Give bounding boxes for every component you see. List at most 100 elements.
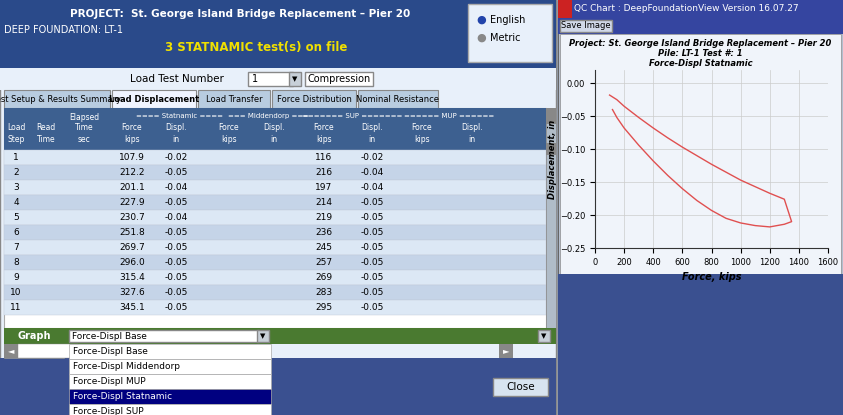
Text: 236: 236	[315, 228, 332, 237]
Bar	[69, 330, 259, 342]
Bar	[4, 195, 546, 210]
Text: Displ.: Displ.	[461, 124, 483, 132]
Text: kips: kips	[316, 136, 332, 144]
Bar	[198, 90, 270, 108]
Text: -0.05: -0.05	[164, 288, 188, 297]
Bar	[494, 330, 542, 342]
Text: PROJECT:  St. George Island Bridge Replacement – Pier 20: PROJECT: St. George Island Bridge Replac…	[70, 9, 411, 19]
Text: Force-Displ Statnamic: Force-Displ Statnamic	[648, 59, 752, 68]
Text: 219: 219	[315, 213, 332, 222]
Text: -0.05: -0.05	[360, 243, 384, 252]
Bar	[560, 34, 841, 274]
Bar	[69, 374, 271, 389]
Text: 1: 1	[252, 74, 258, 84]
Text: 6: 6	[13, 228, 19, 237]
Bar	[0, 0, 556, 415]
Text: Force: Force	[121, 124, 142, 132]
Text: ▼: ▼	[260, 333, 266, 339]
Text: Save Image: Save Image	[561, 22, 611, 30]
Text: 2: 2	[13, 168, 19, 177]
Text: -0.05: -0.05	[360, 288, 384, 297]
Text: 345.1: 345.1	[119, 303, 145, 312]
Text: 216: 216	[315, 168, 332, 177]
Bar	[493, 378, 548, 395]
Bar	[257, 330, 269, 342]
Text: Time: Time	[75, 124, 94, 132]
Text: 296.0: 296.0	[119, 258, 145, 267]
Text: Displ.: Displ.	[361, 124, 383, 132]
Bar	[546, 108, 556, 328]
Bar	[4, 255, 546, 270]
Text: Metric: Metric	[490, 33, 520, 43]
Bar	[112, 90, 196, 108]
Bar	[4, 270, 546, 285]
Text: -0.05: -0.05	[360, 228, 384, 237]
Text: Force Distribution: Force Distribution	[277, 95, 352, 103]
Text: ●: ●	[476, 33, 486, 43]
Text: 9: 9	[13, 273, 19, 282]
Text: Load Transfer: Load Transfer	[206, 95, 262, 103]
Text: Force-Displ SUP: Force-Displ SUP	[73, 407, 143, 415]
Bar	[4, 328, 556, 344]
Bar	[4, 240, 546, 255]
Text: Force-Displ Base: Force-Displ Base	[73, 347, 148, 356]
Text: -0.05: -0.05	[164, 258, 188, 267]
X-axis label: Force, kips: Force, kips	[682, 272, 741, 282]
Text: Nominal Resistance: Nominal Resistance	[357, 95, 439, 103]
Text: English: English	[490, 15, 525, 25]
Text: in: in	[271, 136, 277, 144]
Bar	[4, 150, 546, 165]
Bar	[69, 389, 271, 404]
Text: -0.05: -0.05	[164, 303, 188, 312]
Bar	[69, 344, 271, 359]
Bar	[4, 285, 546, 300]
Text: Force: Force	[218, 124, 239, 132]
Bar	[4, 90, 110, 108]
Text: -0.04: -0.04	[360, 168, 384, 177]
Bar	[499, 344, 513, 358]
Text: ▼: ▼	[293, 76, 298, 82]
Text: Time: Time	[37, 136, 56, 144]
Bar	[0, 0, 556, 68]
Text: Read: Read	[36, 124, 56, 132]
Bar	[18, 344, 78, 358]
Text: kips: kips	[124, 136, 140, 144]
Text: -0.05: -0.05	[164, 198, 188, 207]
Text: ►: ►	[502, 347, 509, 356]
Bar	[558, 274, 843, 415]
Text: kips: kips	[414, 136, 430, 144]
Text: -0.05: -0.05	[164, 168, 188, 177]
Bar	[248, 72, 293, 86]
Bar	[272, 90, 356, 108]
Text: sec: sec	[78, 136, 90, 144]
Text: 107.9: 107.9	[119, 153, 145, 162]
Bar	[558, 18, 843, 34]
Text: 315.4: 315.4	[119, 273, 145, 282]
Text: QC Chart : DeepFoundationView Version 16.07.27: QC Chart : DeepFoundationView Version 16…	[574, 5, 798, 14]
Text: Displ.: Displ.	[165, 124, 187, 132]
Text: 8: 8	[13, 258, 19, 267]
Text: -0.05: -0.05	[360, 303, 384, 312]
Text: Force-Displ Statnamic: Force-Displ Statnamic	[73, 392, 172, 401]
Text: 116: 116	[315, 153, 333, 162]
Text: Force-Displ Middendorp: Force-Displ Middendorp	[73, 362, 180, 371]
Text: -0.05: -0.05	[164, 243, 188, 252]
Text: 7: 7	[13, 243, 19, 252]
Bar	[468, 4, 552, 62]
Bar	[558, 0, 572, 18]
Text: 212.2: 212.2	[119, 168, 145, 177]
Text: -0.05: -0.05	[164, 273, 188, 282]
Text: 201.1: 201.1	[119, 183, 145, 192]
Text: ====== MUP ======: ====== MUP ======	[404, 113, 494, 119]
Text: in: in	[469, 136, 475, 144]
Text: Graph: Graph	[17, 331, 51, 341]
Bar	[4, 300, 546, 315]
Bar	[4, 344, 64, 358]
Text: 10: 10	[10, 288, 22, 297]
Text: kips: kips	[221, 136, 237, 144]
Text: DEEP FOUNDATION: LT-1: DEEP FOUNDATION: LT-1	[4, 25, 123, 35]
Text: 5: 5	[13, 213, 19, 222]
Text: 269: 269	[315, 273, 332, 282]
Y-axis label: Displacement, in: Displacement, in	[548, 120, 557, 199]
Text: 283: 283	[315, 288, 332, 297]
